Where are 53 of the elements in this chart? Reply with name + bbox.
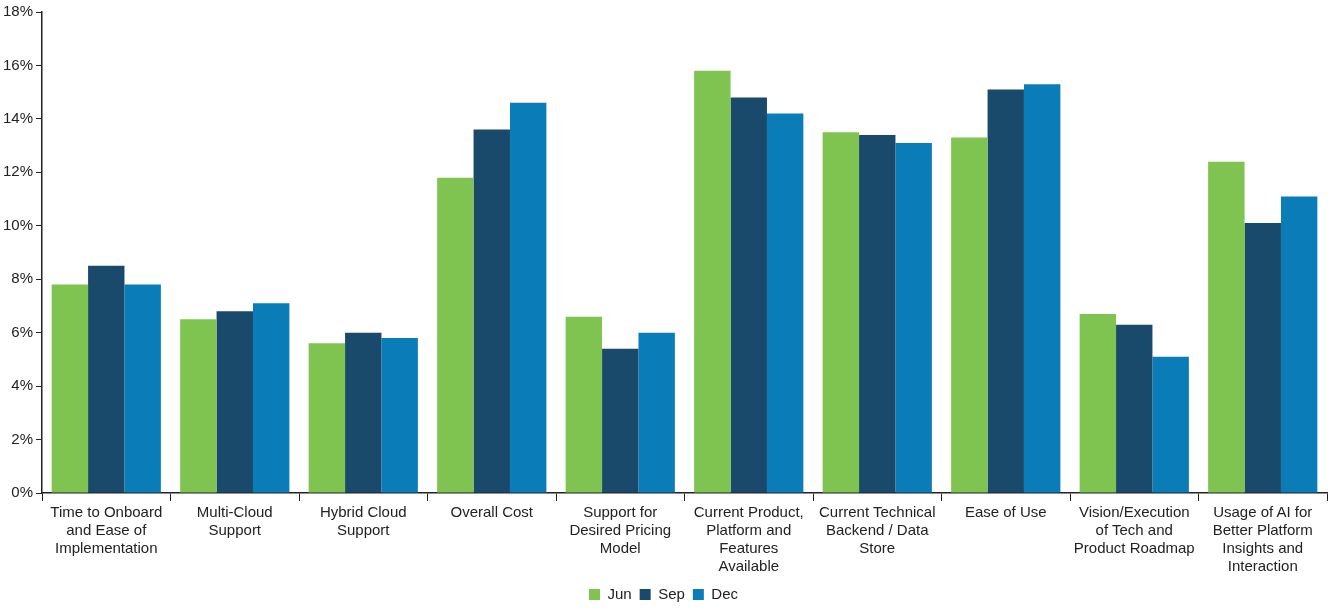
bar: [51, 284, 89, 493]
bar: [345, 332, 382, 493]
y-tick-label: 4%: [11, 376, 34, 394]
bar: [1280, 196, 1318, 493]
bar: [88, 265, 125, 493]
x-tick-label: Current Technical Backend / Data Store: [819, 503, 936, 557]
y-tick-label: 6%: [11, 322, 34, 340]
bar: [437, 177, 474, 493]
bar: [951, 137, 988, 493]
legend-label: Sep: [658, 584, 685, 602]
bar: [1208, 161, 1245, 493]
x-tick-label: Ease of Use: [964, 503, 1047, 521]
y-tick-label: 10%: [2, 215, 34, 233]
bar: [602, 348, 639, 493]
x-tick-label: Support for Desired Pricing Model: [569, 503, 672, 557]
bar: [1152, 356, 1189, 493]
x-tick-label: Vision/Execution of Tech and Product Roadmap: [1073, 503, 1195, 557]
bar: [180, 319, 217, 493]
bar: [638, 332, 675, 493]
legend-label: Jun: [607, 584, 632, 602]
bar: [1244, 223, 1281, 493]
x-tick-label: Multi-Cloud Support: [196, 503, 273, 539]
bar: [381, 338, 418, 493]
x-tick-label: Overall Cost: [450, 503, 534, 521]
bar: [1023, 84, 1061, 493]
y-tick-label: 16%: [2, 55, 34, 73]
y-tick-label: 8%: [11, 269, 34, 287]
x-tick-label: Hybrid Cloud Support: [319, 503, 407, 539]
x-tick-label: Time to Onboard and Ease of Implementation: [50, 503, 163, 557]
bar: [308, 343, 346, 493]
bar: [124, 284, 161, 493]
bar: [473, 129, 510, 493]
bar: [509, 102, 547, 493]
bar: [730, 97, 767, 493]
x-tick-label: Current Product, Platform and Features Available: [693, 503, 804, 575]
bar: [895, 142, 932, 493]
bar: [822, 132, 860, 493]
bar: [1116, 324, 1153, 493]
y-tick-label: 0%: [11, 483, 34, 501]
bar: [766, 113, 804, 493]
bar: [252, 303, 290, 493]
y-tick-label: 12%: [2, 162, 34, 180]
bar: [859, 134, 896, 493]
y-tick-label: 14%: [2, 109, 34, 127]
bar: [694, 70, 731, 493]
y-tick-label: 18%: [2, 2, 34, 20]
bar: [216, 311, 253, 493]
x-tick-label: Usage of AI for Better Platform Insights and Interaction: [1212, 503, 1313, 575]
legend-label: Dec: [711, 584, 739, 602]
y-tick-label: 2%: [11, 429, 34, 447]
bar: [565, 316, 603, 493]
bar: [1079, 313, 1117, 493]
bar: [987, 89, 1024, 493]
